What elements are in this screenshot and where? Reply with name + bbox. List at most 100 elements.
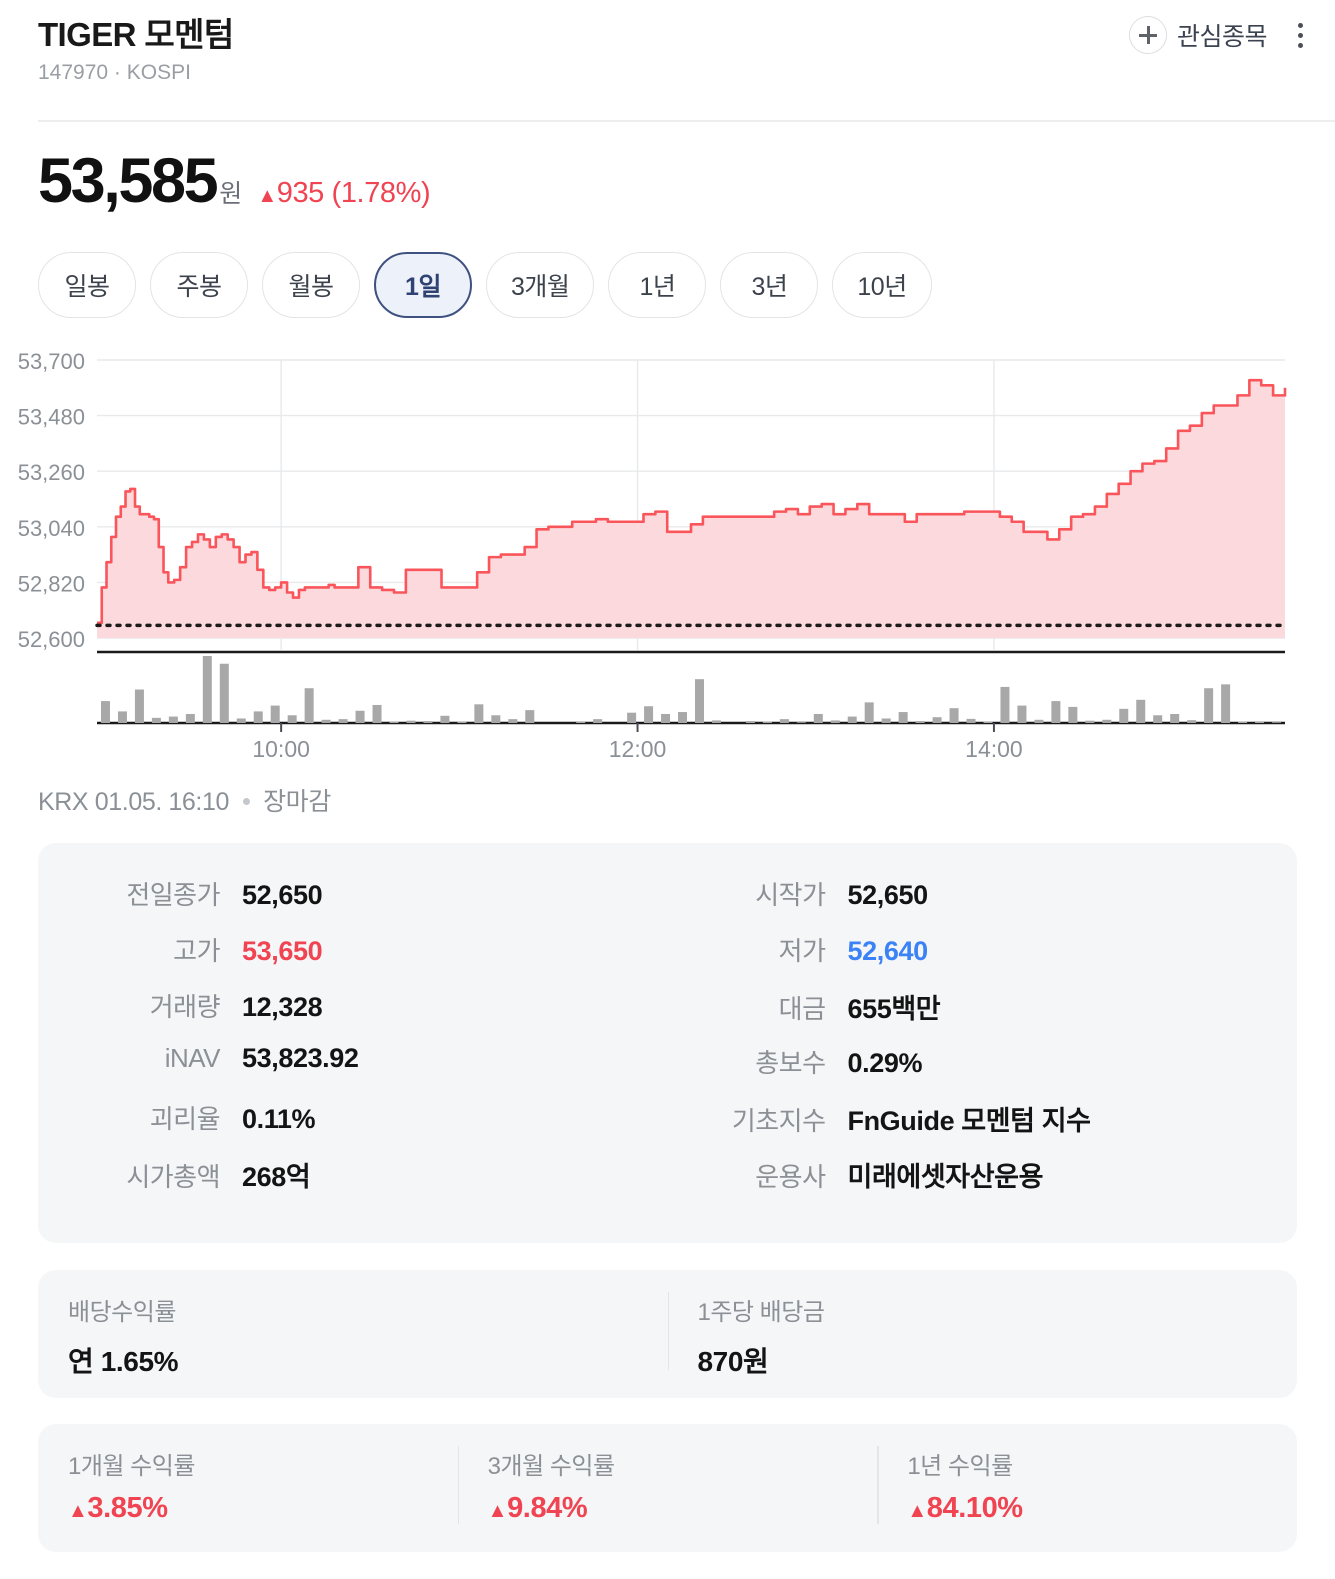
price-row: 53,585 원 ▲935 (1.78%) (38, 145, 431, 217)
change-arrow-icon: ▲ (257, 185, 277, 207)
volume-bar (1187, 720, 1197, 723)
stat-label: 전일종가 (126, 880, 220, 910)
volume-bar (627, 712, 637, 723)
tab-6[interactable]: 3년 (720, 252, 819, 318)
volume-bar (134, 689, 144, 723)
tab-1[interactable]: 주봉 (150, 252, 248, 318)
volume-bar (1085, 720, 1095, 723)
title-block: TIGER 모멘텀 147970 · KOSPI (38, 14, 234, 88)
volume-bar (1204, 688, 1214, 723)
y-axis-tick-label: 53,260 (18, 460, 85, 485)
x-axis-tick-label: 10:00 (252, 736, 310, 762)
stat-value: 0.29% (847, 1048, 923, 1078)
volume-bar (881, 718, 891, 723)
stat-label: 괴리율 (149, 1104, 221, 1134)
y-axis-tick-label: 53,700 (18, 349, 85, 374)
dividend-cell: 1주당 배당금 870원 (667, 1270, 1298, 1398)
stat-label: 시가총액 (126, 1162, 220, 1192)
header-divider (38, 120, 1335, 122)
volume-bar (287, 715, 297, 723)
tab-4[interactable]: 3개월 (486, 252, 595, 318)
tab-7[interactable]: 10년 (832, 252, 932, 318)
stat-row: 대금 655백만 (668, 987, 1298, 1043)
volume-bar (491, 715, 501, 723)
volume-bar (932, 717, 942, 723)
stat-row: 시작가 52,650 (668, 875, 1298, 931)
volume-bar (779, 719, 789, 723)
volume-bar (338, 719, 348, 723)
tab-5[interactable]: 1년 (608, 252, 707, 318)
volume-bar (372, 704, 382, 723)
separator-dot-icon (242, 797, 250, 805)
header-actions: 관심종목 (1123, 12, 1313, 58)
volume-bar (593, 719, 603, 723)
volume-bar (813, 713, 823, 723)
return-percent: 9.84% (507, 1492, 588, 1524)
x-axis-tick-label: 14:00 (965, 736, 1023, 762)
volume-bar (406, 720, 416, 723)
tab-2[interactable]: 월봉 (262, 252, 360, 318)
stat-value: 268억 (242, 1162, 311, 1192)
price-chart[interactable]: 53,700 53,480 53,260 53,040 52,820 52,600 10:0… (0, 348, 1335, 768)
return-value: ▲9.84% (488, 1492, 878, 1525)
stats-column-right: 시작가 52,650 저가 52,640 대금 655백만 총보수 0.29% 기초지수 FnGu… (668, 875, 1298, 1243)
quote-timestamp: 01.05. 16:10 (94, 788, 230, 816)
return-arrow-icon: ▲ (68, 1500, 88, 1522)
volume-bar (321, 719, 331, 723)
dividend-value: 870원 (697, 1346, 769, 1377)
page-header: TIGER 모멘텀 147970 · KOSPI 관심종목 (0, 0, 1335, 112)
stats-column-left: 전일종가 52,650 고가 53,650 거래량 12,328 iNAV 53,823.92… (38, 875, 668, 1243)
stat-label: 총보수 (755, 1048, 826, 1078)
y-axis-tick-label: 53,040 (18, 516, 85, 541)
stat-row: 괴리율 0.11% (38, 1099, 668, 1155)
stat-row: 거래량 12,328 (38, 987, 668, 1043)
volume-bar (1221, 684, 1231, 723)
return-arrow-icon: ▲ (487, 1500, 508, 1522)
add-watchlist-button[interactable]: 관심종목 (1123, 12, 1273, 58)
volume-bar (508, 719, 518, 723)
price-area-fill (97, 380, 1285, 638)
returns-card: 1개월 수익률 ▲3.85% 3개월 수익률 ▲9.84% 1년 수익률 ▲84.10% (38, 1424, 1297, 1552)
stat-label: 거래량 (149, 992, 221, 1022)
kebab-dot (1297, 32, 1303, 38)
y-axis-tick-label: 52,820 (18, 571, 85, 596)
stat-row: 총보수 0.29% (668, 1043, 1298, 1099)
stat-value: FnGuide 모멘텀 지수 (847, 1106, 1091, 1136)
volume-bar (151, 717, 161, 723)
stat-label: 대금 (778, 994, 826, 1024)
kebab-dot (1297, 22, 1303, 28)
return-label: 1년 수익률 (907, 1453, 1013, 1480)
kebab-menu-icon[interactable] (1287, 16, 1313, 54)
tab-3[interactable]: 1일 (374, 252, 472, 318)
volume-bar (304, 688, 314, 723)
price-line (97, 378, 1287, 625)
stat-value: 53,823.92 (242, 1043, 359, 1073)
volume-bar (678, 712, 688, 723)
stat-label: 고가 (173, 936, 220, 966)
volume-bar (983, 721, 993, 723)
page-title: TIGER 모멘텀 (38, 16, 234, 53)
stat-label: 시작가 (755, 880, 826, 910)
stats-grid: 전일종가 52,650 고가 53,650 거래량 12,328 iNAV 53,823.92… (38, 843, 1297, 1243)
volume-bar (694, 679, 704, 723)
volume-bar (440, 715, 450, 723)
stat-value: 655백만 (847, 994, 941, 1024)
stat-value: 미래에셋자산운용 (847, 1162, 1044, 1192)
volume-bar (915, 721, 925, 723)
volume-bar (745, 721, 755, 723)
volume-bar (711, 720, 721, 723)
stat-label: 기초지수 (731, 1106, 826, 1136)
stats-card: 전일종가 52,650 고가 53,650 거래량 12,328 iNAV 53,823.92… (38, 843, 1297, 1243)
tab-0[interactable]: 일봉 (38, 252, 136, 318)
return-percent: 3.85% (87, 1492, 168, 1524)
volume-bar (168, 716, 178, 723)
volume-bar (219, 663, 229, 723)
dividend-card: 배당수익률 연 1.65% 1주당 배당금 870원 (38, 1270, 1297, 1398)
current-price: 53,585 (38, 146, 219, 216)
volume-bar (1051, 701, 1061, 723)
intraday-chart-svg[interactable]: 53,700 53,480 53,260 53,040 52,820 52,600 10:0… (0, 348, 1335, 768)
market-status: 장마감 (263, 788, 331, 816)
volume-bar (1136, 699, 1146, 723)
volume-bar (949, 708, 959, 723)
volume-bar (644, 706, 654, 723)
